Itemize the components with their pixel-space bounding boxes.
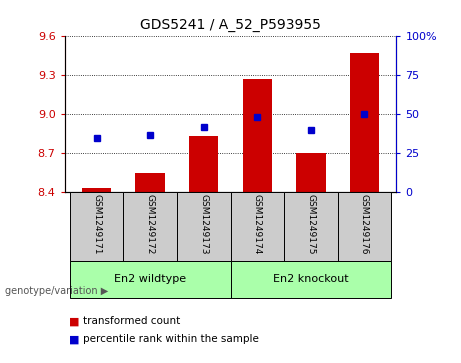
Text: percentile rank within the sample: percentile rank within the sample	[83, 334, 259, 344]
Bar	[136, 173, 165, 192]
Title: GDS5241 / A_52_P593955: GDS5241 / A_52_P593955	[140, 19, 321, 33]
Bar	[230, 192, 284, 261]
Bar	[124, 192, 177, 261]
Text: En2 knockout: En2 knockout	[273, 274, 349, 284]
Bar	[70, 261, 230, 298]
Bar	[296, 154, 325, 192]
Text: GSM1249176: GSM1249176	[360, 195, 369, 255]
Text: genotype/variation ▶: genotype/variation ▶	[5, 286, 108, 296]
Text: GSM1249171: GSM1249171	[92, 195, 101, 255]
Bar	[189, 136, 219, 192]
Bar	[177, 192, 230, 261]
Text: GSM1249174: GSM1249174	[253, 195, 262, 255]
Text: En2 wildtype: En2 wildtype	[114, 274, 186, 284]
Bar	[242, 79, 272, 192]
Text: GSM1249175: GSM1249175	[306, 195, 315, 255]
Bar	[349, 53, 379, 192]
Text: transformed count: transformed count	[83, 316, 180, 326]
Text: GSM1249173: GSM1249173	[199, 195, 208, 255]
Bar	[337, 192, 391, 261]
Bar	[70, 192, 124, 261]
Bar	[82, 188, 112, 192]
Bar	[230, 261, 391, 298]
Text: ■: ■	[69, 316, 80, 326]
Text: ■: ■	[69, 334, 80, 344]
Text: GSM1249172: GSM1249172	[146, 195, 155, 255]
Bar	[284, 192, 337, 261]
